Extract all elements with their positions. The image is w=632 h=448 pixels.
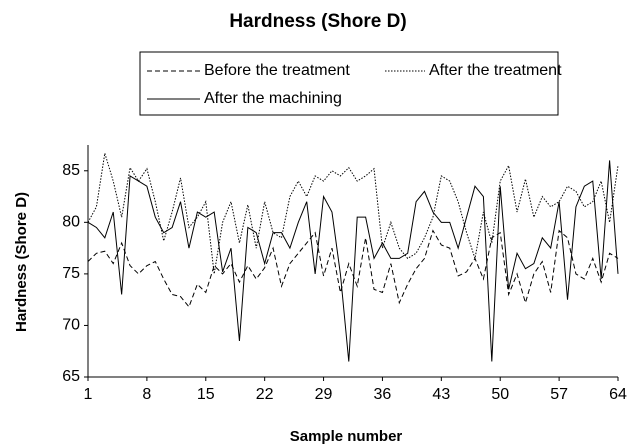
y-tick-label: 80 — [62, 214, 80, 231]
x-tick-label: 43 — [432, 386, 450, 403]
x-axis-title: Sample number — [290, 428, 403, 445]
y-tick-label: 75 — [62, 265, 80, 282]
legend-label: Before the treatment — [204, 62, 350, 79]
y-tick-label: 70 — [62, 317, 80, 334]
y-tick-label: 65 — [62, 368, 80, 385]
x-tick-label: 1 — [84, 386, 93, 403]
x-tick-label: 22 — [256, 386, 274, 403]
y-axis-title: Hardness (Shore D) — [13, 192, 30, 332]
x-tick-label: 29 — [315, 386, 333, 403]
series-line — [87, 160, 619, 362]
x-tick-label: 64 — [609, 386, 627, 403]
y-tick-label: 85 — [62, 162, 80, 179]
legend-box — [139, 51, 559, 116]
x-tick-label: 57 — [550, 386, 568, 403]
chart-title: Hardness (Shore D) — [229, 11, 406, 32]
series-line — [87, 229, 619, 308]
x-tick-label: 15 — [197, 386, 215, 403]
series-line — [87, 153, 619, 274]
legend-label: After the treatment — [429, 62, 562, 79]
x-tick-label: 8 — [142, 386, 151, 403]
x-tick-label: 50 — [491, 386, 509, 403]
x-tick-label: 36 — [374, 386, 392, 403]
legend-label: After the machining — [204, 90, 342, 107]
